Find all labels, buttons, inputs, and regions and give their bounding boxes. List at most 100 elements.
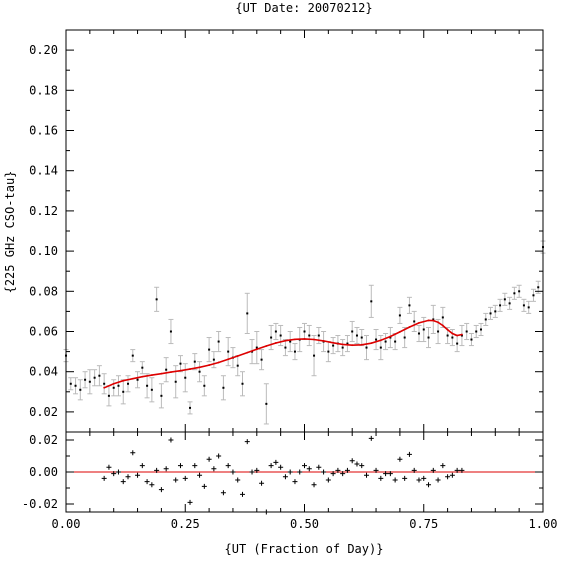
data-point — [446, 334, 449, 337]
residual-point — [173, 477, 179, 483]
data-point — [341, 346, 344, 349]
residual-points — [101, 435, 465, 515]
data-point — [360, 336, 363, 339]
residual-point — [368, 435, 374, 441]
residual-point — [421, 475, 427, 481]
data-point — [508, 302, 511, 305]
fit-point — [351, 344, 354, 347]
fit-point — [294, 338, 296, 341]
y-tick-label: 0.04 — [29, 365, 58, 379]
residual-point — [220, 490, 226, 496]
data-point — [74, 384, 77, 387]
data-point — [327, 350, 330, 353]
data-point — [179, 362, 182, 365]
data-point — [165, 368, 168, 371]
fit-point — [112, 382, 115, 385]
fit-point — [160, 372, 163, 375]
residual-point — [364, 472, 370, 478]
data-point — [499, 304, 502, 307]
residual-point — [144, 479, 150, 485]
y-tick-label: 0.18 — [29, 83, 58, 97]
y-tick-label: 0.08 — [29, 284, 58, 298]
y-tick-label: 0.16 — [29, 124, 58, 138]
residual-point — [340, 471, 346, 477]
y-tick-label: 0.20 — [29, 43, 58, 57]
data-point — [193, 360, 196, 363]
data-point — [136, 378, 139, 381]
data-point — [122, 390, 125, 393]
main-x-axis-ticks — [65, 30, 544, 432]
fit-point — [408, 326, 411, 328]
y-tick-label: 0.02 — [29, 433, 58, 447]
fit-point — [227, 358, 230, 361]
data-point — [98, 374, 101, 377]
fit-point — [399, 331, 401, 333]
y-tick-label: 0.00 — [29, 465, 58, 479]
residual-point — [249, 469, 255, 475]
data-point — [103, 382, 106, 385]
data-point — [489, 312, 492, 315]
data-point — [518, 290, 521, 293]
data-point — [398, 314, 401, 317]
residual-point — [316, 464, 322, 470]
fit-point — [432, 319, 435, 322]
residual-point — [235, 477, 241, 483]
fit-curve — [103, 319, 463, 389]
residual-point — [149, 482, 155, 488]
data-point — [127, 382, 130, 385]
data-point — [227, 350, 230, 353]
residual-point — [230, 469, 236, 475]
data-point — [422, 328, 425, 331]
data-point — [460, 334, 463, 337]
data-point — [403, 336, 406, 339]
fit-point — [189, 368, 191, 370]
residual-point — [168, 437, 174, 443]
x-tick-label: 0.00 — [52, 517, 81, 531]
fit-point — [360, 343, 363, 346]
residual-point — [449, 472, 455, 478]
data-point — [456, 342, 459, 345]
data-point — [355, 334, 358, 337]
data-point — [484, 318, 487, 321]
residual-point — [297, 469, 303, 475]
residual-point — [158, 487, 164, 493]
residual-point — [330, 471, 336, 477]
data-point — [107, 394, 110, 397]
residual-point — [125, 474, 131, 480]
residual-point — [359, 463, 365, 469]
data-point — [174, 380, 177, 383]
fit-point — [370, 342, 373, 345]
fit-point — [236, 355, 239, 357]
data-point — [88, 380, 91, 383]
data-point — [303, 330, 306, 333]
data-point — [365, 346, 368, 349]
fit-point — [131, 377, 134, 380]
data-point — [375, 338, 378, 341]
x-axis: 0.00 0.25 0.50 0.75 1.00 — [52, 432, 557, 531]
fit-point — [246, 351, 249, 354]
data-point — [293, 350, 296, 353]
data-point — [408, 304, 411, 307]
main-panel: 0.02 0.04 0.06 0.08 0.10 0.12 0.14 0.16 0.18 0.20 — [29, 29, 546, 433]
data-point — [394, 340, 397, 343]
fit-point — [179, 369, 182, 372]
residual-point — [139, 463, 145, 469]
x-tick-label: 0.25 — [171, 517, 200, 531]
fit-point — [418, 321, 420, 324]
residual-point — [282, 474, 288, 480]
data-point — [317, 334, 320, 337]
residual-point — [411, 467, 417, 473]
residual-point — [416, 477, 422, 483]
data-point — [351, 330, 354, 333]
data-point — [246, 312, 249, 315]
data-point — [389, 336, 392, 339]
y-tick-label: 0.02 — [29, 405, 58, 419]
data-point — [284, 346, 287, 349]
fit-point — [274, 342, 277, 344]
residual-point — [440, 463, 446, 469]
residual-y-axis: -0.02 0.00 0.02 — [22, 433, 543, 511]
residual-point — [216, 453, 222, 459]
residual-point — [192, 463, 198, 469]
data-point — [265, 402, 268, 405]
